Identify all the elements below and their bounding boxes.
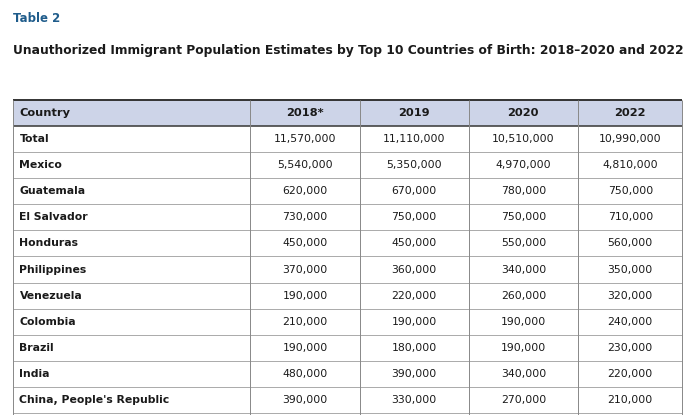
Text: Philippines: Philippines <box>19 264 87 275</box>
Text: 210,000: 210,000 <box>282 317 327 327</box>
Text: Table 2: Table 2 <box>13 12 60 25</box>
Text: 750,000: 750,000 <box>500 212 546 222</box>
Text: 370,000: 370,000 <box>282 264 327 275</box>
Text: 210,000: 210,000 <box>607 395 653 405</box>
Text: Brazil: Brazil <box>19 343 54 353</box>
Bar <box>13 204 682 230</box>
Text: 330,000: 330,000 <box>391 395 436 405</box>
Text: 710,000: 710,000 <box>607 212 653 222</box>
Text: 10,990,000: 10,990,000 <box>599 134 662 144</box>
Text: 550,000: 550,000 <box>500 238 546 249</box>
Text: 190,000: 190,000 <box>500 317 546 327</box>
Bar <box>13 361 682 387</box>
Text: 390,000: 390,000 <box>391 369 436 379</box>
Text: 220,000: 220,000 <box>391 290 436 301</box>
Text: 190,000: 190,000 <box>391 317 436 327</box>
Bar <box>13 152 682 178</box>
Text: 190,000: 190,000 <box>282 343 327 353</box>
Text: 2022: 2022 <box>614 107 646 118</box>
Bar <box>13 387 682 413</box>
Bar <box>13 178 682 204</box>
Text: Country: Country <box>19 107 70 118</box>
Text: 11,110,000: 11,110,000 <box>383 134 445 144</box>
Text: 11,570,000: 11,570,000 <box>274 134 336 144</box>
Text: 190,000: 190,000 <box>500 343 546 353</box>
Bar <box>13 256 682 283</box>
Text: 180,000: 180,000 <box>391 343 436 353</box>
Text: Venezuela: Venezuela <box>19 290 82 301</box>
Text: 450,000: 450,000 <box>391 238 436 249</box>
Text: 2018*: 2018* <box>286 107 324 118</box>
Text: 780,000: 780,000 <box>500 186 546 196</box>
Text: 340,000: 340,000 <box>500 369 546 379</box>
Text: India: India <box>19 369 50 379</box>
Bar <box>13 413 682 415</box>
Text: 360,000: 360,000 <box>391 264 436 275</box>
Text: 320,000: 320,000 <box>607 290 653 301</box>
Text: 220,000: 220,000 <box>607 369 653 379</box>
Text: 340,000: 340,000 <box>500 264 546 275</box>
Text: 4,970,000: 4,970,000 <box>496 160 551 170</box>
Text: 5,540,000: 5,540,000 <box>277 160 333 170</box>
Text: El Salvador: El Salvador <box>19 212 88 222</box>
Text: 240,000: 240,000 <box>607 317 653 327</box>
Bar <box>13 100 682 126</box>
Text: 260,000: 260,000 <box>500 290 546 301</box>
Bar <box>13 126 682 152</box>
Text: 2020: 2020 <box>507 107 539 118</box>
Text: 2019: 2019 <box>398 107 430 118</box>
Text: 670,000: 670,000 <box>391 186 436 196</box>
Bar <box>13 335 682 361</box>
Text: 730,000: 730,000 <box>282 212 327 222</box>
Bar <box>13 283 682 309</box>
Text: Unauthorized Immigrant Population Estimates by Top 10 Countries of Birth: 2018–2: Unauthorized Immigrant Population Estima… <box>13 44 683 56</box>
Text: Honduras: Honduras <box>19 238 79 249</box>
Text: 620,000: 620,000 <box>282 186 327 196</box>
Text: 350,000: 350,000 <box>607 264 653 275</box>
Text: 190,000: 190,000 <box>282 290 327 301</box>
Text: Colombia: Colombia <box>19 317 76 327</box>
Text: 230,000: 230,000 <box>607 343 653 353</box>
Text: 450,000: 450,000 <box>282 238 327 249</box>
Text: 5,350,000: 5,350,000 <box>386 160 442 170</box>
Text: 750,000: 750,000 <box>391 212 436 222</box>
Text: 4,810,000: 4,810,000 <box>603 160 658 170</box>
Bar <box>13 230 682 256</box>
Text: 560,000: 560,000 <box>607 238 653 249</box>
Text: China, People's Republic: China, People's Republic <box>19 395 170 405</box>
Text: 390,000: 390,000 <box>282 395 327 405</box>
Text: Guatemala: Guatemala <box>19 186 85 196</box>
Bar <box>13 309 682 335</box>
Text: 270,000: 270,000 <box>500 395 546 405</box>
Text: 480,000: 480,000 <box>282 369 327 379</box>
Text: 10,510,000: 10,510,000 <box>492 134 555 144</box>
Text: Mexico: Mexico <box>19 160 63 170</box>
Text: Total: Total <box>19 134 49 144</box>
Text: 750,000: 750,000 <box>607 186 653 196</box>
